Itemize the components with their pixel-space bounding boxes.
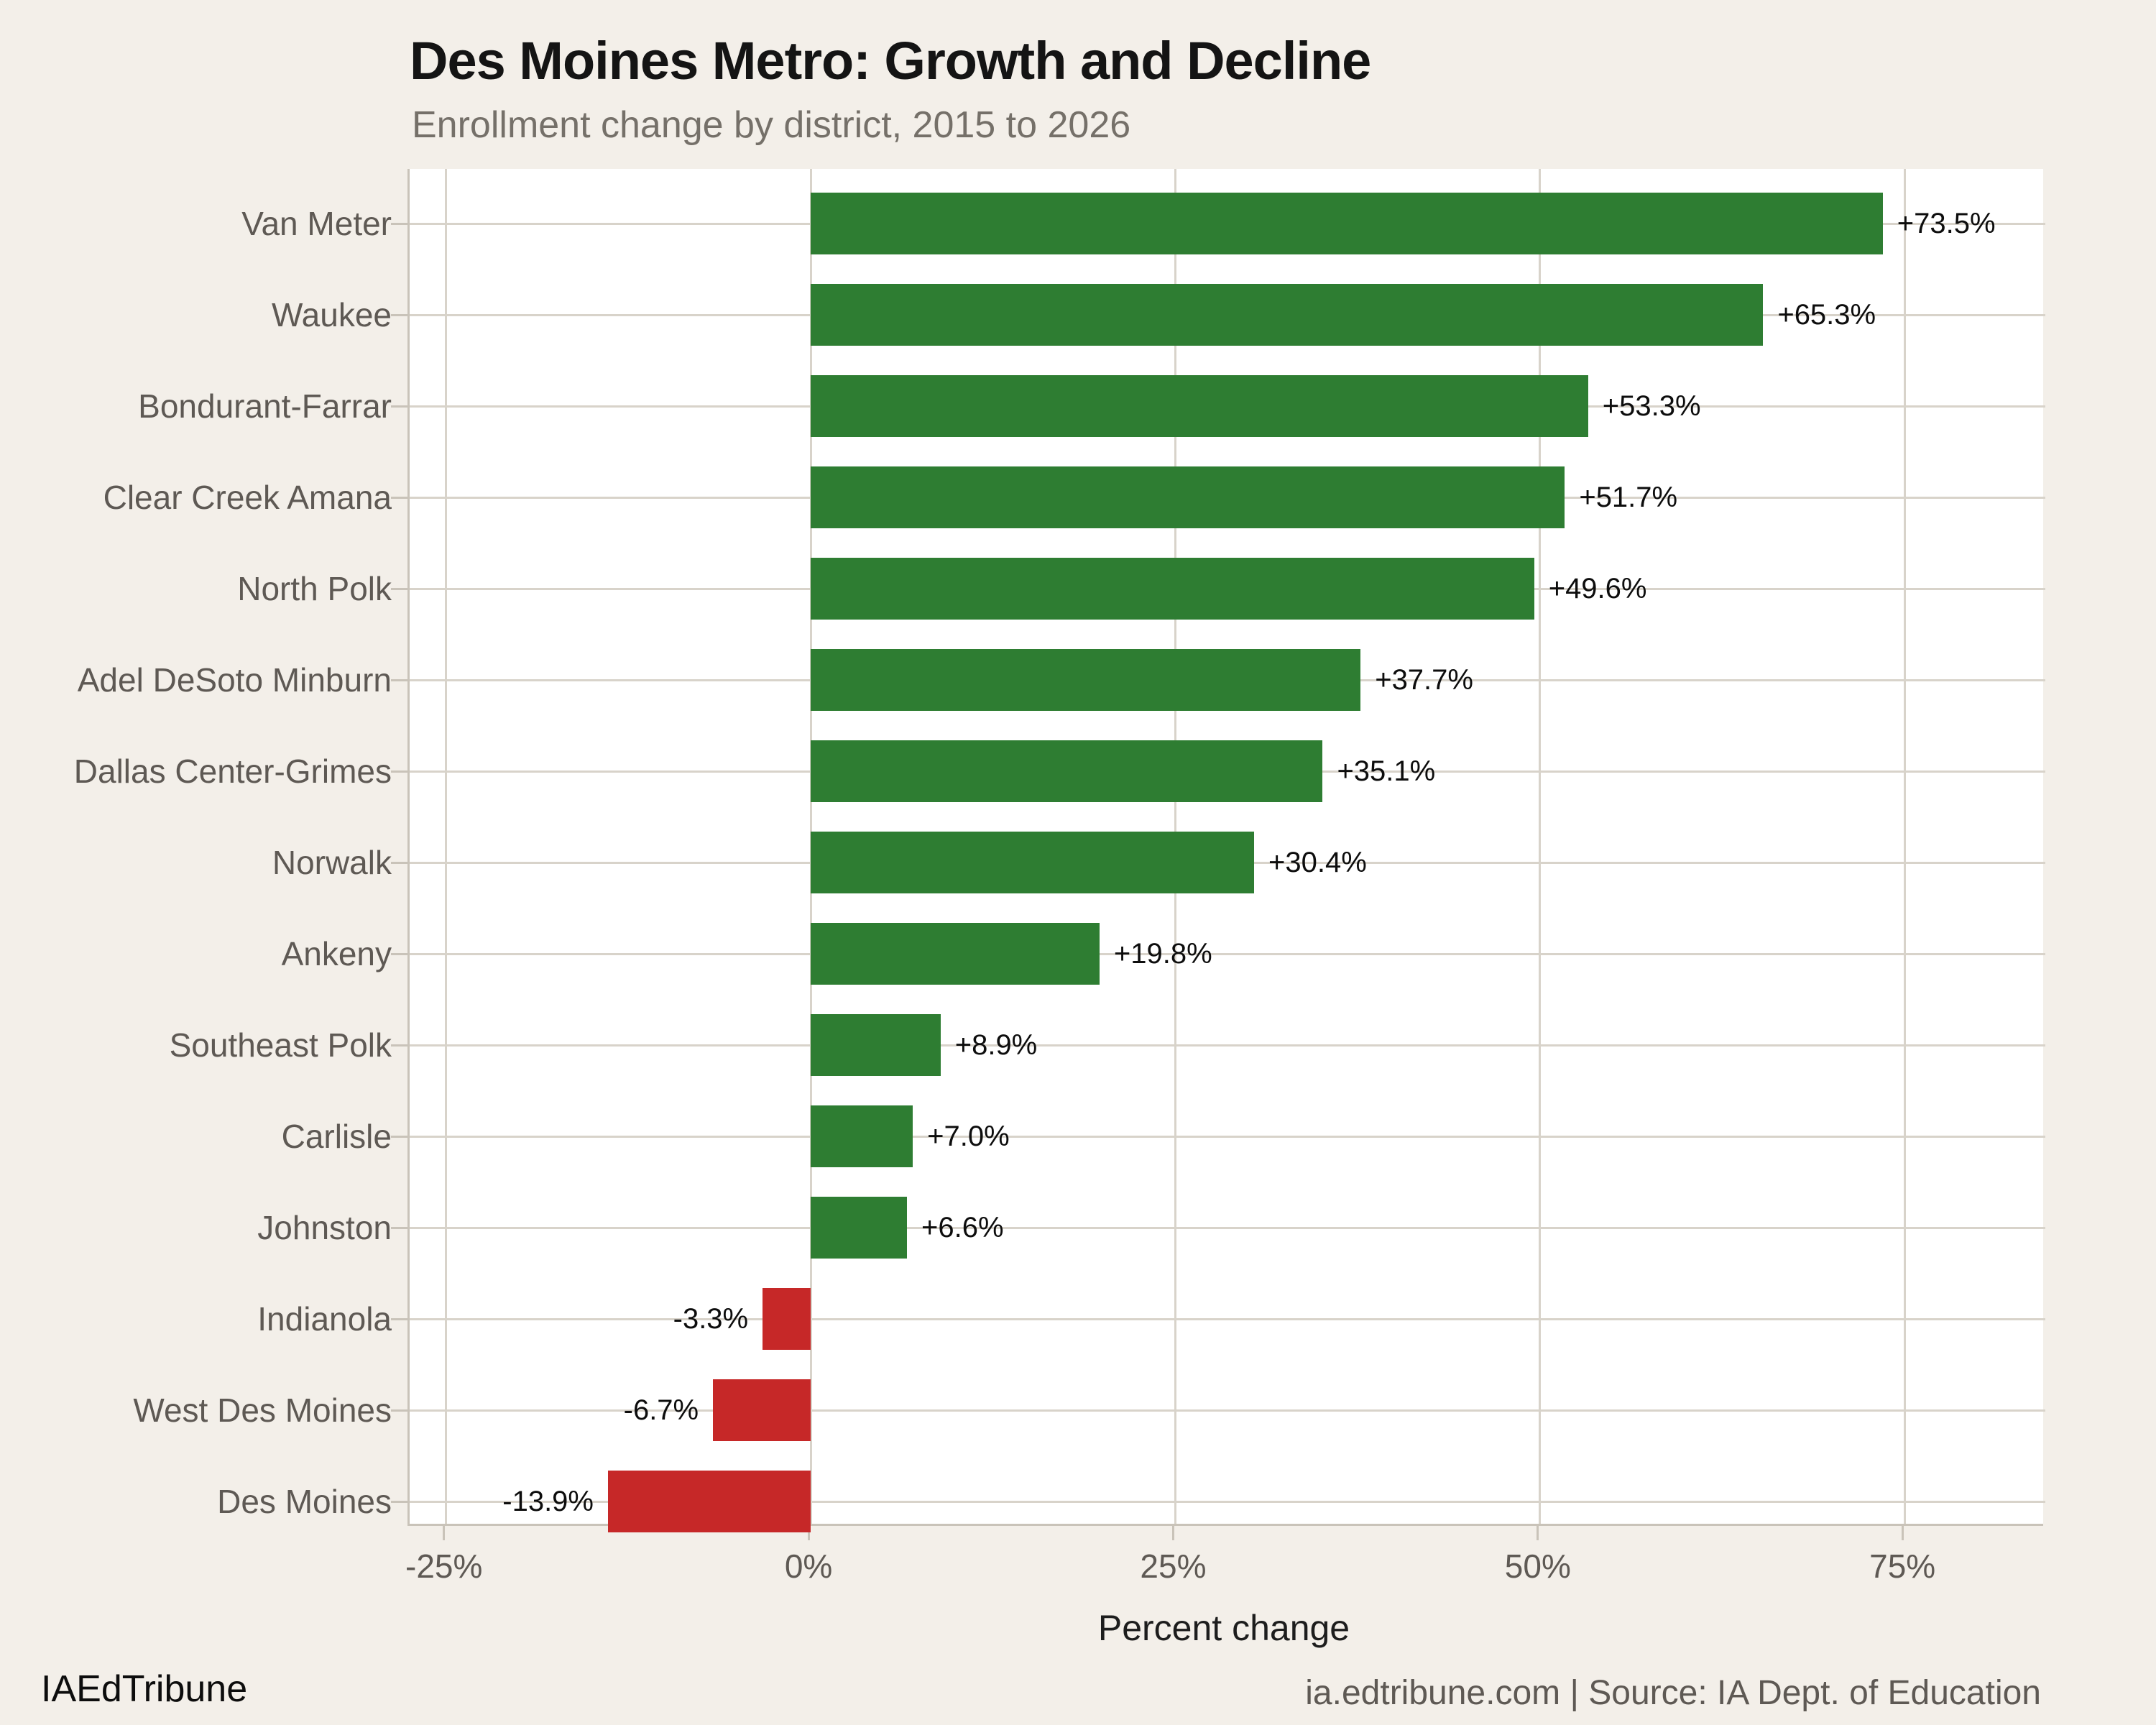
chart-title: Des Moines Metro: Growth and Decline xyxy=(410,31,1371,91)
plot-area: +73.5% +65.3% +53.3% +51.7% +49.6% +37.7% +35.… xyxy=(407,169,2045,1532)
y-gridline xyxy=(410,1317,2045,1320)
bar-value-label: +65.3% xyxy=(1777,299,1876,331)
y-axis-label: Dallas Center-Grimes xyxy=(73,753,392,790)
x-axis-title: Percent change xyxy=(1097,1608,1350,1648)
bar-value-label: -13.9% xyxy=(502,1486,594,1517)
x-tick-mark xyxy=(1537,1524,1539,1540)
bar xyxy=(811,740,1323,802)
x-tick-label: 0% xyxy=(784,1547,833,1585)
y-tick-mark xyxy=(391,1317,407,1320)
bar xyxy=(608,1471,811,1532)
y-tick-mark xyxy=(391,1409,407,1412)
bar-value-label: +8.9% xyxy=(954,1029,1038,1061)
bar xyxy=(763,1288,811,1350)
bar-value-label: +30.4% xyxy=(1268,847,1367,878)
y-tick-mark xyxy=(391,1500,407,1503)
bar xyxy=(811,284,1764,346)
footer-source: ia.edtribune.com | Source: IA Dept. of E… xyxy=(1305,1674,2041,1712)
y-tick-mark xyxy=(391,1135,407,1138)
y-gridline xyxy=(410,1135,2045,1138)
y-axis-label: Ankeny xyxy=(281,935,392,972)
y-gridline xyxy=(410,1044,2045,1046)
y-tick-mark xyxy=(391,587,407,590)
y-tick-mark xyxy=(391,861,407,864)
x-gridline xyxy=(1539,169,1542,1524)
bar-value-label: +19.8% xyxy=(1113,938,1212,970)
bar xyxy=(811,649,1361,711)
y-tick-mark xyxy=(391,952,407,955)
y-tick-mark xyxy=(391,405,407,408)
bar xyxy=(811,1197,908,1259)
bar-value-label: +73.5% xyxy=(1897,208,1996,239)
bar xyxy=(811,1105,913,1167)
y-axis-label: West Des Moines xyxy=(133,1392,392,1429)
x-tick-mark xyxy=(443,1524,446,1540)
bar-value-label: +6.6% xyxy=(921,1212,1004,1243)
x-tick-mark xyxy=(1171,1524,1174,1540)
footer-brand: IAEdTribune xyxy=(41,1668,248,1710)
x-gridline xyxy=(1903,169,1906,1524)
bar-value-label: +51.7% xyxy=(1579,482,1678,513)
y-gridline xyxy=(410,1500,2045,1503)
y-tick-mark xyxy=(391,313,407,316)
y-axis-label: Indianola xyxy=(257,1300,392,1338)
bar-value-label: +49.6% xyxy=(1548,573,1647,604)
x-tick-mark xyxy=(807,1524,810,1540)
y-axis-label: Bondurant-Farrar xyxy=(138,387,392,425)
y-tick-mark xyxy=(391,1226,407,1229)
y-axis-label: Adel DeSoto Minburn xyxy=(77,661,392,699)
bar-value-label: +7.0% xyxy=(927,1121,1010,1152)
y-gridline xyxy=(410,1226,2045,1229)
bar xyxy=(811,923,1100,985)
y-tick-mark xyxy=(391,1044,407,1046)
bar xyxy=(811,466,1565,528)
x-tick-mark xyxy=(1901,1524,1904,1540)
bar xyxy=(713,1379,811,1441)
bar xyxy=(811,832,1255,893)
y-tick-mark xyxy=(391,222,407,225)
bar-value-label: -6.7% xyxy=(623,1394,699,1426)
x-tick-label: -25% xyxy=(405,1547,483,1585)
chart-subtitle: Enrollment change by district, 2015 to 2… xyxy=(412,104,1131,146)
y-axis-label: North Polk xyxy=(237,570,392,607)
x-tick-label: 75% xyxy=(1869,1547,1936,1585)
bar-value-label: +53.3% xyxy=(1602,390,1701,422)
y-tick-mark xyxy=(391,496,407,499)
y-axis-label: Johnston xyxy=(257,1209,392,1246)
y-axis-label: Des Moines xyxy=(217,1483,392,1520)
y-axis-label: Van Meter xyxy=(241,205,392,242)
bar-value-label: +37.7% xyxy=(1375,664,1473,696)
x-gridline xyxy=(445,169,448,1524)
y-axis-label: Norwalk xyxy=(272,844,392,881)
y-gridline xyxy=(410,952,2045,955)
bar-value-label: +35.1% xyxy=(1337,755,1436,787)
bar xyxy=(811,1014,941,1076)
y-gridline xyxy=(410,1409,2045,1412)
y-axis-label: Waukee xyxy=(271,296,392,334)
y-tick-mark xyxy=(391,770,407,773)
y-axis-label: Carlisle xyxy=(281,1118,392,1155)
y-axis-label: Clear Creek Amana xyxy=(103,479,392,516)
x-tick-label: 25% xyxy=(1140,1547,1207,1585)
bar xyxy=(811,375,1588,437)
bar xyxy=(811,558,1534,620)
x-tick-label: 50% xyxy=(1504,1547,1571,1585)
y-tick-mark xyxy=(391,678,407,681)
y-axis-label: Southeast Polk xyxy=(169,1026,392,1064)
bar xyxy=(811,193,1883,254)
bar-value-label: -3.3% xyxy=(673,1303,749,1335)
